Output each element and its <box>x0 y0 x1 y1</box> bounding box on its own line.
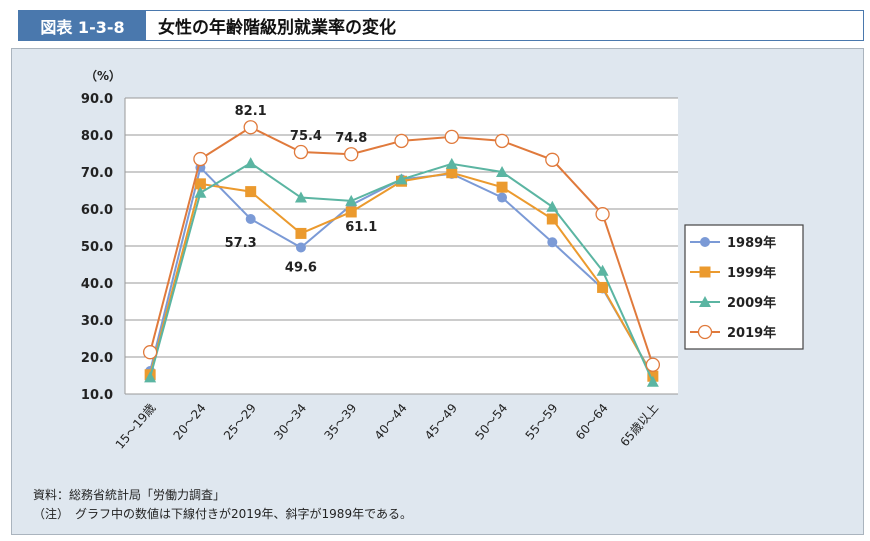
data-label: 75.4 <box>290 129 322 144</box>
data-point <box>345 194 358 206</box>
x-tick-label: 30～34 <box>271 401 309 443</box>
data-point <box>545 152 560 167</box>
x-tick-label: 40～44 <box>372 401 410 443</box>
data-label: 49.6 <box>285 260 317 275</box>
figure-title: 女性の年齢階級別就業率の変化 <box>158 18 396 38</box>
figure-header: 図表 1-3-8 女性の年齢階級別就業率の変化 <box>18 10 864 41</box>
data-point <box>446 167 458 179</box>
data-point <box>445 157 458 169</box>
data-point <box>395 173 408 185</box>
x-tick-label: 15～19歳 <box>113 401 159 452</box>
data-point <box>444 129 459 145</box>
data-point <box>645 357 661 372</box>
data-point <box>597 281 609 293</box>
data-point <box>344 147 359 162</box>
data-point <box>245 186 257 198</box>
data-point <box>193 151 208 167</box>
data-point <box>295 242 306 253</box>
data-point <box>144 371 157 383</box>
data-point <box>345 206 357 218</box>
y-tick-label: 20.0 <box>81 351 113 366</box>
x-tick-label: 55～59 <box>523 401 561 443</box>
data-point <box>646 375 659 387</box>
data-point <box>394 133 409 149</box>
data-point <box>697 324 713 340</box>
figure-number: 図表 1-3-8 <box>19 11 146 40</box>
y-tick-label: 30.0 <box>81 314 113 329</box>
data-point <box>293 144 309 160</box>
x-tick-label: 25～29 <box>221 401 259 443</box>
y-tick-label: 70.0 <box>81 166 113 181</box>
legend-label: 1989年 <box>727 235 776 251</box>
data-label: 74.8 <box>335 131 367 146</box>
legend-label: 1999年 <box>727 265 776 281</box>
data-point <box>494 133 510 149</box>
y-tick-label: 40.0 <box>81 277 113 292</box>
data-point <box>546 200 559 212</box>
data-point <box>496 181 508 193</box>
data-point <box>243 120 258 135</box>
data-point <box>700 237 710 247</box>
data-label: 61.1 <box>345 220 377 235</box>
source-note: 資料：総務省統計局「労働力調査」 <box>33 488 226 502</box>
data-point <box>547 237 558 248</box>
y-tick-label: 10.0 <box>81 388 113 403</box>
data-point <box>595 207 610 222</box>
legend-label: 2009年 <box>727 295 776 311</box>
data-point <box>142 345 158 360</box>
x-tick-label: 65歳以上 <box>617 401 661 449</box>
data-point <box>596 264 609 276</box>
y-tick-label: 50.0 <box>81 240 113 255</box>
data-point <box>194 186 207 198</box>
data-label: 57.3 <box>225 236 257 251</box>
data-point <box>699 266 711 278</box>
data-point <box>699 296 711 307</box>
data-point <box>244 157 257 169</box>
data-point <box>294 191 307 203</box>
data-point <box>194 178 206 190</box>
data-point <box>546 213 558 225</box>
data-point <box>496 166 509 177</box>
legend-label: 2019年 <box>727 325 776 341</box>
y-tick-label: 90.0 <box>81 92 113 107</box>
x-tick-label: 60～64 <box>573 401 611 443</box>
x-tick-label: 50～54 <box>472 401 510 443</box>
footnote: （注） グラフ中の数値は下線付きが2019年、斜字が1989年である。 <box>33 507 412 521</box>
y-tick-label: 80.0 <box>81 129 113 144</box>
x-tick-label: 35～39 <box>321 401 359 443</box>
x-tick-label: 20～24 <box>171 401 209 443</box>
data-point <box>245 213 256 224</box>
y-tick-label: 60.0 <box>81 203 113 218</box>
x-tick-label: 45～49 <box>422 401 460 443</box>
data-point <box>295 227 307 239</box>
data-label: 82.1 <box>235 104 267 119</box>
y-axis-unit: （%） <box>85 68 121 83</box>
data-point <box>497 192 508 203</box>
